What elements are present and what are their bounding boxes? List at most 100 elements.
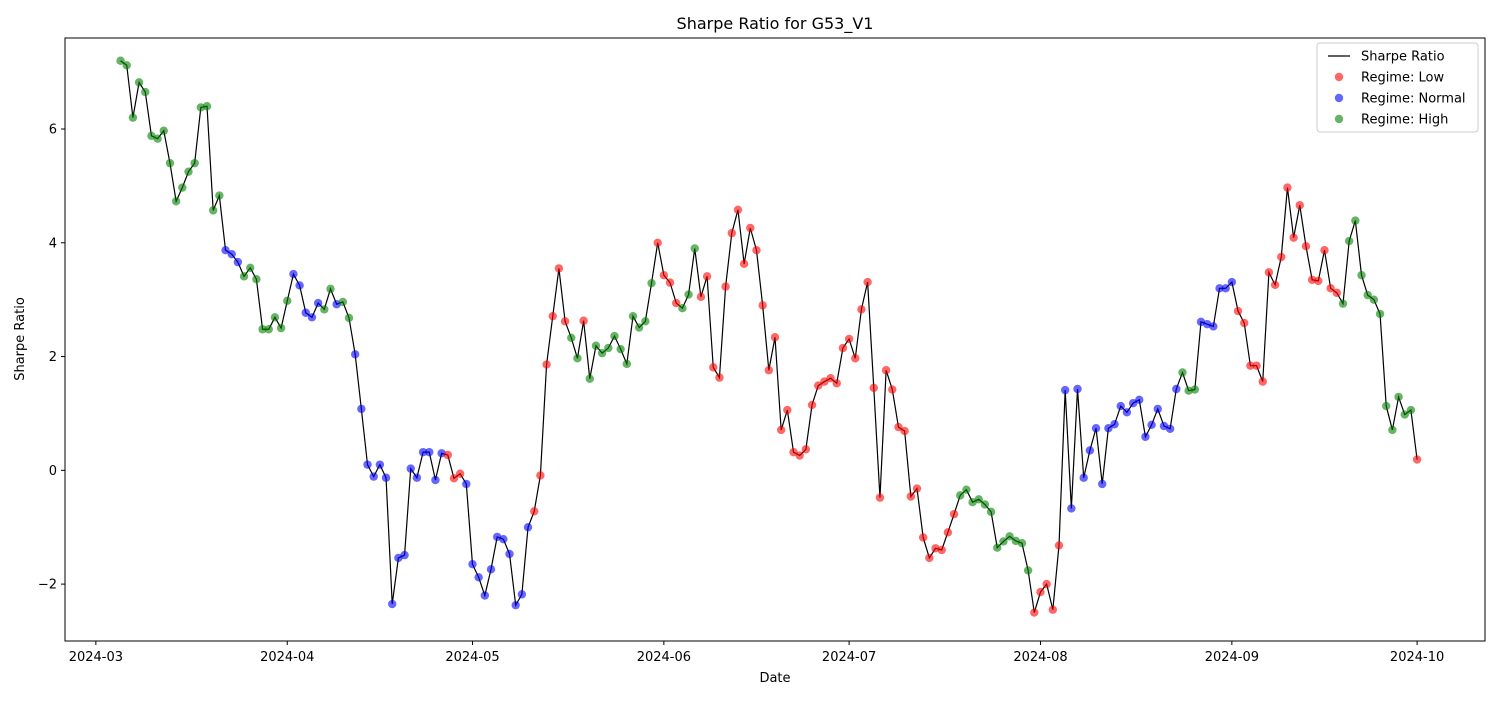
data-point-high (622, 359, 632, 369)
data-point-normal (1085, 446, 1095, 455)
data-point-high (122, 61, 131, 70)
data-point-high (320, 305, 329, 314)
data-point-low (542, 360, 551, 369)
data-point-normal (511, 600, 520, 610)
data-point-high (344, 313, 354, 323)
data-point-high (134, 78, 144, 87)
legend-label: Sharpe Ratio (1361, 50, 1445, 65)
data-point-high (208, 206, 218, 215)
data-point-normal (1227, 277, 1237, 287)
data-point-high (616, 344, 625, 354)
data-point-high (641, 317, 650, 326)
data-point-high (986, 507, 996, 517)
data-point-high (1005, 532, 1014, 541)
data-point-high (1338, 299, 1348, 308)
data-point-normal (301, 308, 310, 317)
data-point-high (604, 343, 613, 353)
data-point-low (789, 447, 798, 457)
y-tick-label: 6 (49, 123, 57, 138)
data-point-normal (1128, 399, 1138, 408)
data-point-high (1394, 392, 1403, 402)
data-point-normal (1172, 384, 1181, 394)
data-point-high (684, 290, 693, 299)
data-point-high (1369, 295, 1379, 304)
data-point-low (857, 305, 866, 314)
data-point-low (665, 278, 675, 287)
data-point-normal (357, 404, 366, 414)
data-point-low (869, 383, 878, 393)
data-point-low (801, 445, 811, 454)
chart-title: Sharpe Ratio for G53_V1 (677, 14, 874, 34)
data-point-low (672, 298, 681, 308)
y-axis-label: Sharpe Ratio (13, 297, 28, 381)
data-point-normal (406, 464, 415, 473)
data-point-high (338, 297, 348, 307)
data-point-normal (1116, 401, 1125, 411)
data-point-normal (1098, 479, 1107, 489)
data-point-low (814, 381, 823, 390)
legend-box (1316, 42, 1479, 133)
data-point-normal (1060, 385, 1070, 395)
data-point-low (888, 385, 897, 394)
y-tick-label: 0 (49, 464, 57, 479)
data-point-high (980, 500, 990, 509)
x-axis-label: Date (759, 671, 790, 686)
data-point-low (1240, 318, 1249, 328)
data-point-normal (486, 565, 496, 574)
data-point-low (548, 311, 557, 321)
x-tick-label: 2024-10 (1390, 650, 1444, 665)
data-point-low (443, 450, 452, 460)
legend-marker-swatch (1334, 72, 1344, 82)
data-point-low (1048, 605, 1058, 614)
data-point-high (1023, 566, 1033, 575)
x-tick-label: 2024-09 (1205, 650, 1259, 665)
x-tick-label: 2024-03 (69, 650, 123, 665)
data-point-normal (221, 245, 230, 255)
data-point-high (276, 323, 286, 333)
data-point-high (1388, 425, 1397, 435)
legend-marker-swatch (1334, 93, 1344, 103)
data-point-low (739, 259, 749, 269)
data-point-low (1054, 541, 1064, 550)
data-point-low (1283, 183, 1292, 192)
data-point-normal (1153, 404, 1162, 414)
data-point-high (258, 325, 267, 334)
data-point-high (1190, 385, 1200, 394)
data-point-high (246, 263, 255, 273)
data-point-normal (1079, 473, 1088, 482)
data-point-low (826, 373, 835, 383)
data-point-low (937, 545, 946, 555)
data-point-normal (1104, 424, 1113, 433)
data-point-low (881, 366, 891, 375)
data-point-low (943, 528, 953, 537)
data-point-low (1036, 587, 1045, 597)
data-point-high (252, 275, 261, 284)
data-point-normal (369, 472, 378, 481)
data-point-low (1252, 361, 1261, 370)
data-point-normal (499, 534, 508, 544)
x-tick-label: 2024-05 (445, 650, 499, 665)
data-point-high (153, 134, 162, 143)
data-point-normal (418, 447, 428, 457)
data-point-normal (517, 590, 527, 599)
data-point-low (1258, 377, 1267, 386)
data-point-low (912, 484, 922, 493)
data-point-normal (468, 560, 477, 569)
data-point-normal (1135, 395, 1144, 404)
data-point-high (202, 102, 212, 111)
data-point-low (1270, 280, 1280, 290)
data-point-low (900, 426, 909, 436)
data-point-low (894, 422, 903, 432)
data-point-normal (1141, 432, 1150, 441)
data-point-high (628, 311, 638, 321)
data-point-normal (1073, 384, 1082, 394)
data-point-high (999, 537, 1008, 546)
data-point-low (696, 292, 706, 302)
data-point-low (752, 245, 761, 255)
data-point-low (653, 238, 662, 247)
data-point-low (1320, 245, 1329, 255)
data-point-low (844, 334, 854, 344)
data-point-normal (425, 447, 434, 457)
axes: 2024-03 2024-04 2024-05 2024-06 2024-07 2024-… (38, 37, 1486, 665)
